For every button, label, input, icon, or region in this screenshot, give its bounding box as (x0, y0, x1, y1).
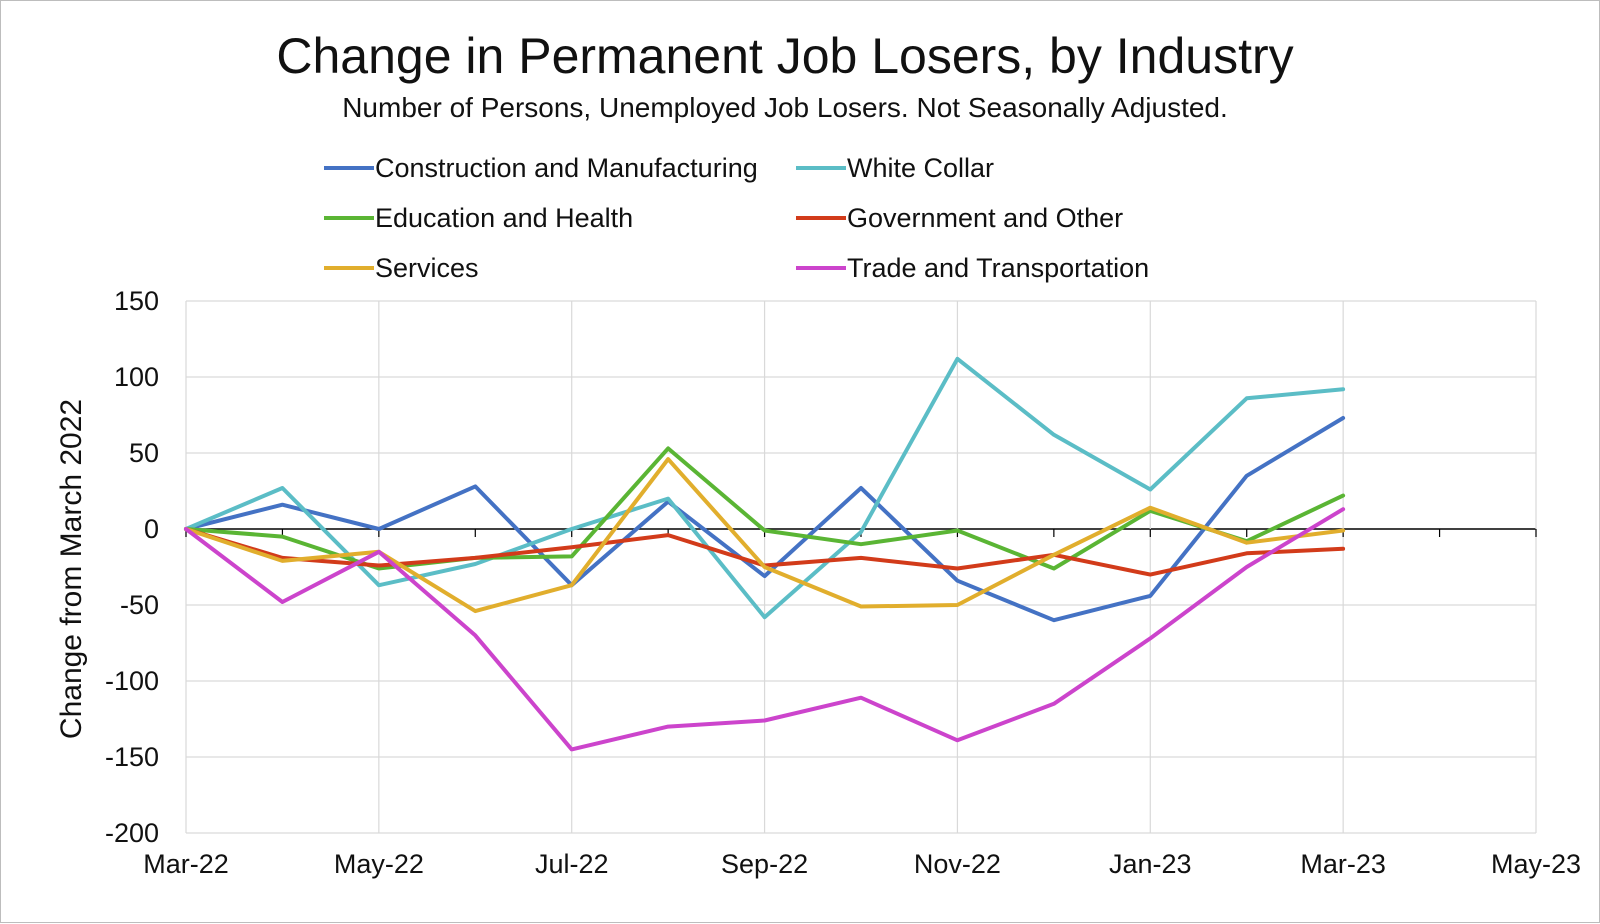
series-line-construction-and-manufacturing (184, 416, 1346, 623)
legend-label-white-collar: White Collar (847, 153, 994, 183)
y-tick-label: 0 (144, 514, 159, 544)
x-tick-label: Mar-23 (1300, 849, 1386, 879)
legend-label-construction: Construction and Manufacturing (375, 153, 758, 183)
x-tick-label: May-22 (334, 849, 424, 879)
y-tick-label: -150 (105, 742, 159, 772)
x-tick-label: Jul-22 (535, 849, 609, 879)
series-line-white-collar (184, 356, 1346, 620)
y-tick-label: -200 (105, 818, 159, 848)
x-tick-label: Jan-23 (1109, 849, 1192, 879)
legend-label-government-other: Government and Other (847, 203, 1123, 233)
legend-label-services: Services (375, 253, 479, 283)
y-tick-label: -100 (105, 666, 159, 696)
x-tick-label: Sep-22 (721, 849, 808, 879)
series-line-education-and-health (184, 446, 1346, 571)
y-tick-label: 50 (129, 438, 159, 468)
y-axis-title: Change from March 2022 (55, 399, 88, 739)
legend-label-education-health: Education and Health (375, 203, 633, 233)
chart-subtitle: Number of Persons, Unemployed Job Losers… (342, 92, 1228, 123)
x-tick-label: Mar-22 (143, 849, 229, 879)
legend-label-trade-transportation: Trade and Transportation (847, 253, 1149, 283)
y-tick-label: 150 (114, 286, 159, 316)
x-tick-label: May-23 (1491, 849, 1581, 879)
series-line-trade-and-transportation (184, 507, 1346, 752)
chart-title: Change in Permanent Job Losers, by Indus… (276, 28, 1293, 84)
legend: Construction and Manufacturing White Col… (324, 153, 1149, 283)
x-tick-label: Nov-22 (914, 849, 1001, 879)
y-tick-label: 100 (114, 362, 159, 392)
y-axis-ticks: 150 100 50 0 -50 -100 -150 -200 (105, 286, 159, 848)
series-lines (184, 356, 1346, 752)
y-tick-label: -50 (120, 590, 159, 620)
x-axis-ticks: Mar-22 May-22 Jul-22 Sep-22 Nov-22 Jan-23 Mar-… (143, 849, 1581, 879)
